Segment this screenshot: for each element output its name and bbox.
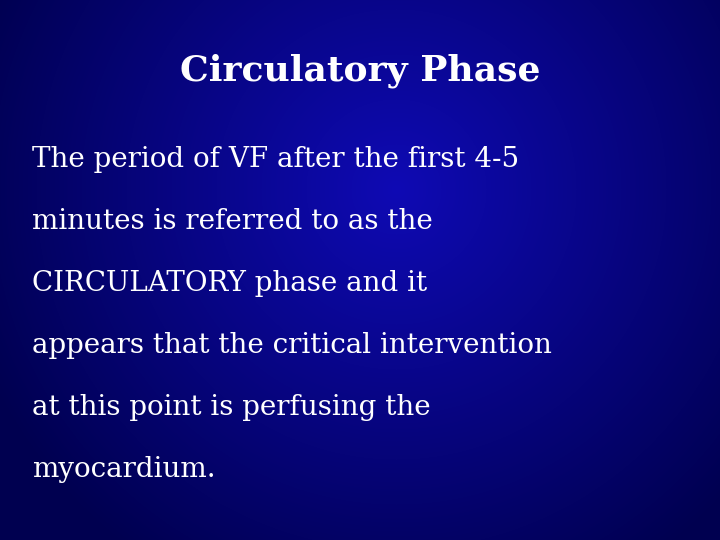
Text: appears that the critical intervention: appears that the critical intervention bbox=[32, 332, 552, 359]
Text: myocardium.: myocardium. bbox=[32, 456, 216, 483]
Text: The period of VF after the first 4-5: The period of VF after the first 4-5 bbox=[32, 146, 520, 173]
Text: minutes is referred to as the: minutes is referred to as the bbox=[32, 208, 433, 235]
Text: Circulatory Phase: Circulatory Phase bbox=[180, 54, 540, 89]
Text: CIRCULATORY phase and it: CIRCULATORY phase and it bbox=[32, 270, 428, 297]
Text: at this point is perfusing the: at this point is perfusing the bbox=[32, 394, 431, 421]
